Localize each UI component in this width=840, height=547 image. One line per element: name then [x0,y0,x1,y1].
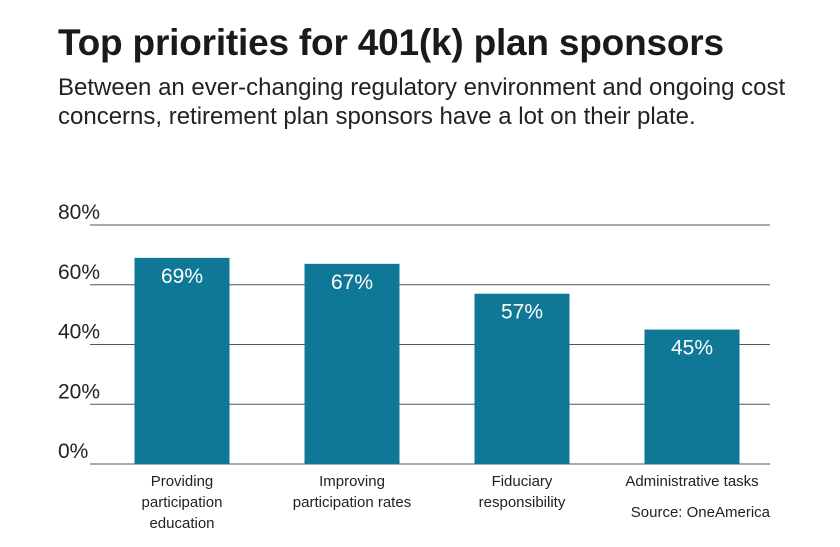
y-tick-label: 0% [58,440,88,463]
bar-value-label: 57% [501,301,543,324]
x-category-label: education [149,515,214,532]
y-tick-label: 80% [58,201,100,224]
chart-subtitle: Between an ever-changing regulatory envi… [58,74,786,130]
x-category-label: responsibility [479,494,566,511]
x-category-label: participation rates [293,494,411,511]
x-category-label: Fiduciary [492,473,553,490]
bar-3 [474,293,570,464]
bar-layer [134,257,740,464]
y-tick-label: 60% [58,261,100,284]
x-category-label: participation [142,494,223,511]
bar-1 [134,257,230,464]
source-note: Source: OneAmerica [630,504,770,521]
y-tick-label: 40% [58,321,100,344]
x-category-label: Improving [319,473,385,490]
bar-value-label: 67% [331,271,373,294]
bar-value-label: 69% [161,265,203,288]
bar-value-label: 45% [671,337,713,360]
x-category-label: Administrative tasks [625,473,758,490]
bar-4 [644,329,740,464]
y-tick-label: 20% [58,380,100,403]
x-category-label: Providing [151,473,214,490]
bar-2 [304,263,400,464]
chart-title: Top priorities for 401(k) plan sponsors [58,22,724,63]
label-layer: 69% Providing participation education 67% Imp… [142,265,759,532]
